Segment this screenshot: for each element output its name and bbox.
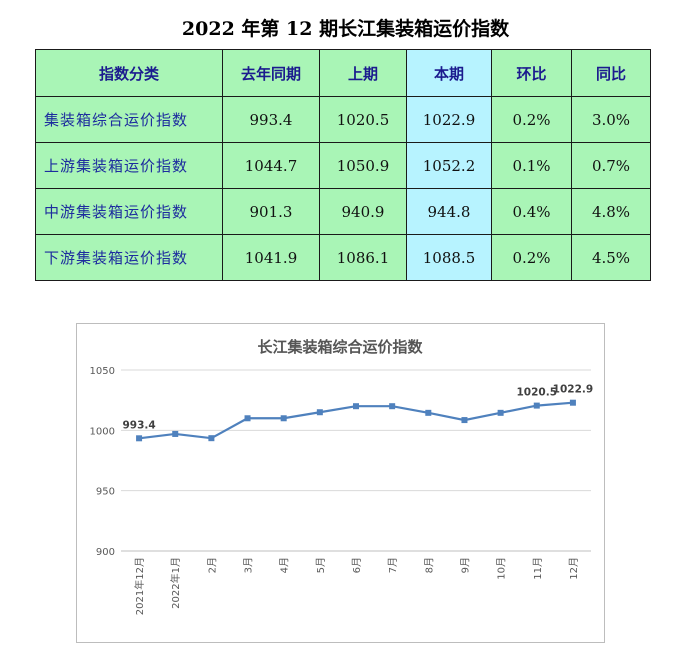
data-label: 1020.5 bbox=[517, 387, 558, 399]
cell-last-year: 993.4 bbox=[222, 96, 320, 143]
data-point bbox=[461, 417, 468, 424]
row-name: 上游集装箱运价指数 bbox=[35, 142, 223, 189]
cell-last-year: 1044.7 bbox=[222, 142, 320, 189]
row-name: 集装箱综合运价指数 bbox=[35, 96, 223, 143]
table-header-row: 指数分类 去年同期 上期 本期 环比 同比 bbox=[35, 49, 651, 97]
cell-mom: 0.1% bbox=[491, 142, 572, 189]
cell-current: 1052.2 bbox=[406, 142, 492, 189]
header-mom: 环比 bbox=[491, 49, 572, 97]
page-title: 2022 年第 12 期长江集装箱运价指数 bbox=[181, 18, 510, 40]
table-row: 上游集装箱运价指数 1044.7 1050.9 1052.2 0.1% 0.7% bbox=[35, 142, 651, 189]
cell-prev: 1086.1 bbox=[319, 234, 407, 281]
data-point bbox=[280, 415, 287, 422]
cell-mom: 0.4% bbox=[491, 188, 572, 235]
data-point bbox=[497, 409, 504, 416]
x-tick-label: 10月 bbox=[496, 557, 508, 580]
y-tick-label: 950 bbox=[96, 487, 115, 498]
data-point bbox=[208, 435, 215, 442]
data-point bbox=[353, 403, 359, 410]
data-label: 1022.9 bbox=[553, 384, 594, 396]
header-category: 指数分类 bbox=[35, 49, 223, 97]
x-tick-label: 2021年12月 bbox=[133, 557, 146, 615]
cell-prev: 1020.5 bbox=[319, 96, 407, 143]
row-name: 中游集装箱运价指数 bbox=[35, 188, 223, 235]
data-point bbox=[569, 399, 576, 406]
x-tick-label: 9月 bbox=[459, 557, 471, 573]
cell-current: 1088.5 bbox=[406, 234, 492, 281]
table-row: 集装箱综合运价指数 993.4 1020.5 1022.9 0.2% 3.0% bbox=[35, 96, 651, 143]
data-point bbox=[244, 415, 251, 422]
cell-last-year: 901.3 bbox=[222, 188, 320, 235]
x-tick-label: 5月 bbox=[315, 557, 327, 573]
x-tick-label: 8月 bbox=[423, 557, 435, 573]
index-table: 指数分类 去年同期 上期 本期 环比 同比 集装箱综合运价指数 993.4 10… bbox=[35, 49, 651, 281]
cell-current: 1022.9 bbox=[406, 96, 492, 143]
cell-mom: 0.2% bbox=[491, 96, 572, 143]
x-tick-label: 2月 bbox=[206, 557, 218, 573]
row-name: 下游集装箱运价指数 bbox=[35, 234, 223, 281]
cell-yoy: 0.7% bbox=[571, 142, 651, 189]
data-label: 993.4 bbox=[122, 419, 155, 431]
header-current: 本期 bbox=[406, 49, 492, 97]
header-prev: 上期 bbox=[319, 49, 407, 97]
data-point bbox=[425, 409, 432, 416]
line-chart: 长江集装箱综合运价指数 1050 1000 950 900 2021年12月 2022年1… bbox=[90, 338, 594, 615]
cell-yoy: 4.5% bbox=[571, 234, 651, 281]
cell-last-year: 1041.9 bbox=[222, 234, 320, 281]
x-tick-label: 3月 bbox=[243, 557, 255, 573]
cell-prev: 940.9 bbox=[319, 188, 407, 235]
table-row: 中游集装箱运价指数 901.3 940.9 944.8 0.4% 4.8% bbox=[35, 188, 651, 235]
data-point bbox=[136, 435, 143, 442]
data-point bbox=[389, 403, 396, 410]
y-tick-label: 900 bbox=[96, 547, 115, 558]
header-last-year: 去年同期 bbox=[222, 49, 320, 97]
data-point bbox=[533, 402, 540, 409]
cell-current: 944.8 bbox=[406, 188, 492, 235]
x-tick-label: 7月 bbox=[387, 557, 399, 573]
x-tick-label: 4月 bbox=[279, 557, 291, 573]
x-tick-label: 12月 bbox=[568, 557, 580, 580]
y-tick-label: 1050 bbox=[90, 366, 115, 377]
cell-prev: 1050.9 bbox=[319, 142, 407, 189]
cell-mom: 0.2% bbox=[491, 234, 572, 281]
chart-title: 长江集装箱综合运价指数 bbox=[257, 338, 423, 356]
cell-yoy: 4.8% bbox=[571, 188, 651, 235]
y-tick-label: 1000 bbox=[90, 426, 115, 437]
cell-yoy: 3.0% bbox=[571, 96, 651, 143]
x-tick-label: 6月 bbox=[351, 557, 363, 573]
table-row: 下游集装箱运价指数 1041.9 1086.1 1088.5 0.2% 4.5% bbox=[35, 234, 651, 281]
data-point bbox=[172, 430, 179, 437]
x-tick-label: 11月 bbox=[532, 557, 544, 580]
x-tick-label: 2022年1月 bbox=[169, 557, 182, 609]
data-point bbox=[316, 409, 323, 416]
header-yoy: 同比 bbox=[571, 49, 651, 97]
chart-frame: 长江集装箱综合运价指数 1050 1000 950 900 2021年12月 2022年1… bbox=[76, 323, 605, 643]
